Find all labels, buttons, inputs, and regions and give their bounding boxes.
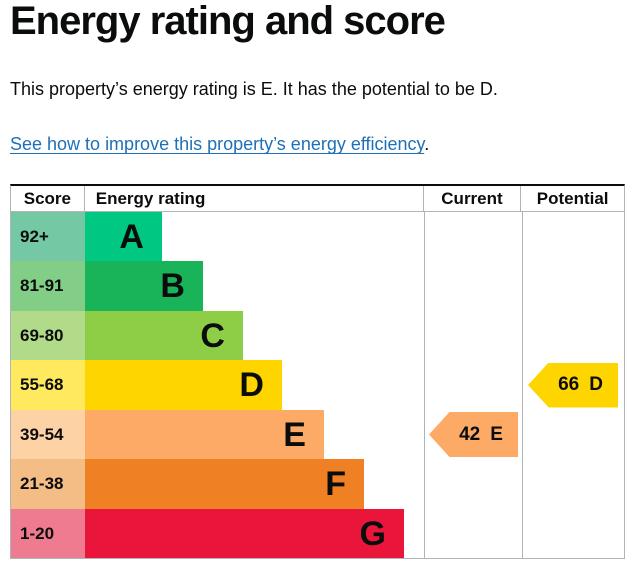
current-cell — [424, 459, 522, 509]
rating-bar-f: F — [85, 459, 364, 509]
rating-cell: G — [85, 508, 424, 559]
band-row-c: 69-80 C — [11, 310, 626, 361]
potential-cell — [522, 310, 626, 361]
score-range: 55-68 — [11, 360, 85, 410]
potential-cell — [522, 508, 626, 559]
score-range: 39-54 — [11, 409, 85, 460]
rating-cell: A — [85, 211, 424, 262]
current-cell — [424, 508, 522, 559]
current-cell — [424, 310, 522, 361]
current-cell — [424, 211, 522, 262]
band-letter: G — [359, 514, 386, 553]
band-row-g: 1-20 G — [11, 508, 626, 559]
current-cell: 42 E — [424, 409, 522, 460]
current-rating-letter: E — [490, 423, 503, 445]
band-row-f: 21-38 F — [11, 459, 624, 509]
score-range: 21-38 — [11, 459, 85, 509]
band-row-b: 81-91 B — [11, 261, 624, 311]
current-rating-arrow: 42 E — [429, 412, 518, 458]
potential-column-header: Potential — [520, 185, 624, 211]
rating-bar-b: B — [85, 261, 203, 311]
link-suffix: . — [424, 134, 430, 155]
score-column-header: Score — [11, 185, 85, 211]
band-letter: E — [283, 415, 306, 454]
score-range: 69-80 — [11, 310, 85, 361]
potential-cell — [522, 409, 626, 460]
potential-cell: 66 D — [522, 360, 626, 410]
current-cell — [424, 261, 522, 311]
score-range: 92+ — [11, 211, 85, 262]
band-letter: F — [325, 465, 346, 504]
current-column-header: Current — [422, 185, 521, 211]
rating-cell: F — [85, 459, 424, 509]
potential-score-value: 66 — [558, 374, 580, 396]
energy-rating-chart: Score Energy rating Current Potential 92… — [10, 183, 626, 560]
potential-rating-letter: D — [589, 374, 603, 396]
rating-cell: D — [85, 360, 424, 410]
rating-bar-d: D — [85, 360, 282, 410]
rating-bar-c: C — [85, 310, 243, 361]
page-title: Energy rating and score — [10, 0, 446, 43]
rating-column-header: Energy rating — [95, 188, 206, 208]
potential-cell — [522, 459, 626, 509]
band-row-e: 39-54 E 42 E — [11, 409, 626, 460]
band-letter: B — [160, 267, 185, 306]
potential-cell — [522, 211, 626, 262]
link-row: See how to improve this property’s energ… — [10, 133, 625, 156]
band-letter: D — [239, 366, 264, 405]
band-row-a: 92+ A — [11, 211, 626, 262]
rating-cell: C — [85, 310, 424, 361]
rating-cell: B — [85, 261, 424, 311]
rating-bar-g: G — [85, 508, 404, 559]
band-letter: A — [119, 217, 144, 256]
rating-bar-e: E — [85, 409, 324, 460]
rating-cell: E — [85, 409, 424, 460]
summary-text: This property’s energy rating is E. It h… — [10, 79, 498, 99]
score-range: 1-20 — [11, 508, 85, 559]
improve-efficiency-link[interactable]: See how to improve this property’s energ… — [10, 134, 425, 155]
current-cell — [424, 360, 522, 410]
chart-header-row: Score Energy rating Current Potential — [11, 185, 624, 212]
potential-rating-arrow: 66 D — [528, 362, 618, 408]
score-range: 81-91 — [11, 261, 85, 311]
band-letter: C — [200, 316, 225, 355]
rating-bar-a: A — [85, 211, 162, 262]
band-row-d: 55-68 D 66 D — [11, 360, 624, 410]
current-score-value: 42 — [459, 423, 481, 445]
potential-cell — [522, 261, 626, 311]
